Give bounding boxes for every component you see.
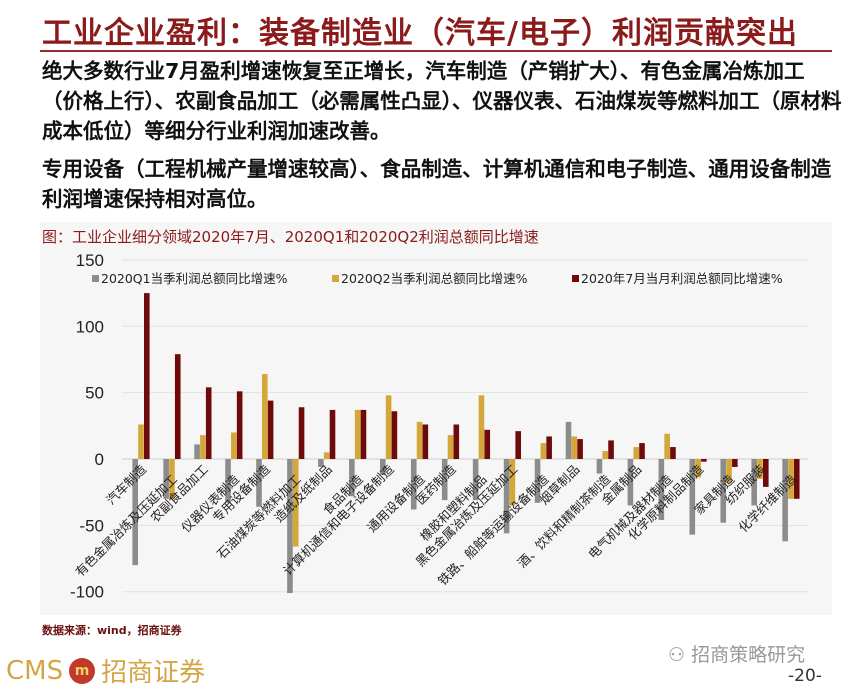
bar-3 (360, 409, 367, 459)
legend-label: 2020Q1当季利润总额同比增速% (101, 271, 288, 286)
bar-1 (225, 459, 231, 503)
bar-1 (596, 459, 603, 474)
bar-2 (262, 374, 268, 459)
bar-2 (200, 435, 206, 459)
bar-3 (298, 407, 305, 459)
bar-2 (602, 451, 609, 459)
bar-2 (540, 443, 547, 459)
data-source: 数据来源：wind，招商证券 (42, 624, 182, 637)
bar-3 (793, 459, 800, 499)
y-tick-label: -100 (70, 583, 104, 602)
wechat-watermark: ⚇ 招商策略研究 (668, 640, 805, 667)
bar-3 (515, 431, 521, 459)
bar-1 (194, 444, 200, 459)
bar-1 (132, 459, 138, 566)
bar-2 (757, 459, 763, 479)
bar-1 (380, 459, 386, 475)
bar-1 (349, 459, 355, 497)
bar-1 (163, 459, 169, 499)
bar-2 (169, 459, 175, 499)
bar-1 (472, 459, 479, 501)
bar-3 (639, 443, 645, 459)
bar-2 (633, 447, 639, 459)
bar-3 (453, 424, 460, 459)
page-number: -20- (788, 666, 822, 686)
y-tick-label: 50 (85, 384, 104, 403)
bar-3 (577, 439, 583, 459)
bar-3 (701, 459, 707, 462)
logo-cn: 招商证券 (101, 658, 206, 688)
logo-text: CMS (6, 655, 64, 686)
bar-2 (416, 421, 423, 459)
chart-caption: 图：工业企业细分领域2020年7月、2020Q1和2020Q2利润总额同比增速 (42, 228, 539, 246)
paragraph-1: 绝大多数行业7月盈利增速恢复至正增长，汽车制造（产销扩大）、有色金属冶炼加工（价… (42, 59, 842, 143)
logo-badge-icon: m (69, 657, 96, 684)
bar-2 (292, 459, 299, 547)
bar-3 (422, 424, 429, 459)
bar-1 (256, 459, 262, 507)
bar-3 (732, 459, 738, 467)
wechat-icon: ⚇ (668, 644, 692, 666)
bar-2 (664, 433, 670, 459)
page-title: 工业企业盈利：装备制造业（汽车/电子）利润贡献突出 (42, 16, 798, 51)
bar-2 (726, 459, 732, 483)
bar-2 (385, 395, 392, 459)
bar-1 (751, 459, 757, 506)
bar-2 (138, 424, 144, 459)
legend-label: 2020年7月当月利润总额同比增速% (581, 271, 783, 286)
bar-3 (391, 411, 398, 459)
bar-3 (763, 459, 769, 487)
bar-2 (478, 395, 485, 459)
bar-2 (447, 435, 454, 459)
bar-3 (236, 391, 243, 459)
bar-1 (782, 459, 788, 542)
y-tick-label: 100 (76, 317, 104, 336)
legend-swatch (332, 275, 339, 282)
bar-1 (720, 459, 727, 523)
bar-1 (503, 459, 510, 534)
bar-1 (318, 459, 324, 467)
bar-3 (670, 447, 676, 459)
y-tick-label: 0 (95, 450, 104, 469)
bar-2 (323, 452, 330, 459)
bar-1 (534, 459, 541, 503)
bar-2 (354, 409, 361, 459)
paragraph-2: 专用设备（工程机械产量增速较高）、食品制造、计算机通信和电子制造、通用设备制造利… (42, 157, 832, 211)
bar-3 (144, 293, 150, 459)
bar-2 (231, 432, 237, 459)
company-logo: CMS m 招商证券 (6, 652, 205, 689)
bar-1 (410, 459, 417, 510)
bar-3 (608, 440, 614, 459)
bar-3 (484, 429, 491, 459)
bar-3 (205, 387, 212, 459)
bar-1 (565, 421, 572, 459)
title-divider (40, 50, 832, 52)
bar-3 (267, 400, 274, 459)
bar-3 (329, 409, 336, 459)
wechat-name: 招商策略研究 (691, 644, 806, 666)
legend-label: 2020Q2当季利润总额同比增速% (341, 271, 528, 286)
bar-3 (174, 354, 181, 459)
legend-swatch (92, 275, 99, 282)
bar-1 (658, 459, 665, 521)
y-tick-label: -50 (79, 516, 104, 535)
bar-2 (509, 459, 516, 506)
bar-2 (695, 459, 701, 478)
bar-1 (627, 459, 634, 506)
bar-2 (571, 436, 578, 459)
bar-3 (546, 436, 552, 459)
bar-1 (287, 459, 293, 594)
chart-panel (40, 222, 832, 615)
y-tick-label: 150 (76, 251, 104, 270)
legend-swatch (572, 275, 579, 282)
bar-1 (689, 459, 696, 535)
bar-1 (441, 459, 448, 501)
bar-2 (788, 459, 794, 499)
